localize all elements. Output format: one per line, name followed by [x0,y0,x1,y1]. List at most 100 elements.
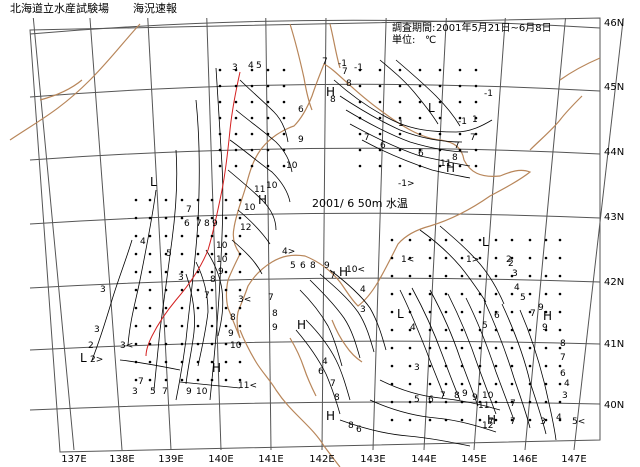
station-dot [164,198,168,202]
station-dot [510,382,514,386]
lon-label: 140E [208,454,233,465]
station-dot [134,252,138,256]
station-dot [478,382,482,386]
station-dot [438,164,442,168]
station-dot [544,364,548,368]
station-dot [478,292,482,296]
station-dot [478,256,482,260]
svg-text:7: 7 [364,133,370,143]
station-dot [510,256,514,260]
pressure-markers: L L L L L H H H H H H H H H [80,85,552,427]
station-dot [528,292,532,296]
station-dot [558,364,562,368]
station-dot [458,100,462,104]
lat-axis: 46N 45N 44N 43N 42N 41N 40N [604,18,624,411]
high-marker: H [543,309,552,323]
station-dot [438,148,442,152]
station-dot [164,324,168,328]
latitude-line [29,277,601,289]
station-points [134,68,562,422]
station-dot [196,252,200,256]
svg-text:8: 8 [334,393,340,403]
station-dot [210,378,214,382]
svg-text:3: 3 [178,273,184,283]
station-dot [224,288,228,292]
station-dot [266,84,270,88]
high-marker: H [258,193,267,207]
station-dot [460,310,464,314]
station-dot [558,400,562,404]
station-dot [458,164,462,168]
station-dot [196,360,200,364]
station-dot [408,382,412,386]
station-dot [180,288,184,292]
station-dot [148,342,152,346]
station-dot [358,132,362,136]
station-dot [428,382,432,386]
station-dot [474,116,478,120]
station-dot [528,328,532,332]
contour-label: 2> [90,355,103,365]
station-dot [196,234,200,238]
station-dot [460,256,464,260]
station-dot [378,84,382,88]
station-dot [266,148,270,152]
station-dot [210,288,214,292]
caption-depth: 50m [357,197,383,210]
station-dot [510,364,514,368]
svg-text:4: 4 [322,357,328,367]
lon-label: 146E [512,454,537,465]
station-dot [238,216,242,220]
high-marker: H [446,161,455,175]
station-dot [444,274,448,278]
svg-text:7: 7 [268,293,274,303]
station-dot [266,100,270,104]
station-dot [408,364,412,368]
svg-text:6: 6 [380,141,386,151]
svg-text:9: 9 [218,267,224,277]
svg-text:10: 10 [196,387,208,397]
station-dot [238,198,242,202]
caption-date: 2001/ 6 [312,197,355,210]
station-dot [398,68,402,72]
longitude-line [265,17,272,451]
station-dot [438,132,442,136]
svg-text:3<: 3< [120,341,133,351]
station-dot [428,400,432,404]
station-dot [398,132,402,136]
station-dot [478,346,482,350]
station-dot [528,400,532,404]
station-dot [224,342,228,346]
svg-text:7: 7 [488,417,494,427]
lon-label: 137E [61,454,86,465]
contour-label: -1> [398,179,415,189]
station-dot [234,68,238,72]
station-dot [444,346,448,350]
station-dot [390,256,394,260]
station-dot [528,256,532,260]
station-dot [196,270,200,274]
station-dot [418,132,422,136]
station-dot [390,238,394,242]
lat-label: 43N [604,212,624,223]
svg-text:5: 5 [482,321,488,331]
svg-text:10: 10 [230,341,242,351]
station-dot [210,306,214,310]
station-dot [210,234,214,238]
svg-text:6: 6 [494,311,500,321]
station-dot [196,342,200,346]
high-marker: H [326,409,335,423]
station-dot [418,148,422,152]
station-dot [224,306,228,310]
station-dot [428,364,432,368]
svg-text:6: 6 [318,367,324,377]
station-dot [134,342,138,346]
station-dot [218,148,222,152]
svg-text:9: 9 [542,323,548,333]
station-dot [544,400,548,404]
station-dot [250,84,254,88]
station-dot [494,364,498,368]
station-dot [238,360,242,364]
station-dot [478,310,482,314]
station-dot [224,252,228,256]
